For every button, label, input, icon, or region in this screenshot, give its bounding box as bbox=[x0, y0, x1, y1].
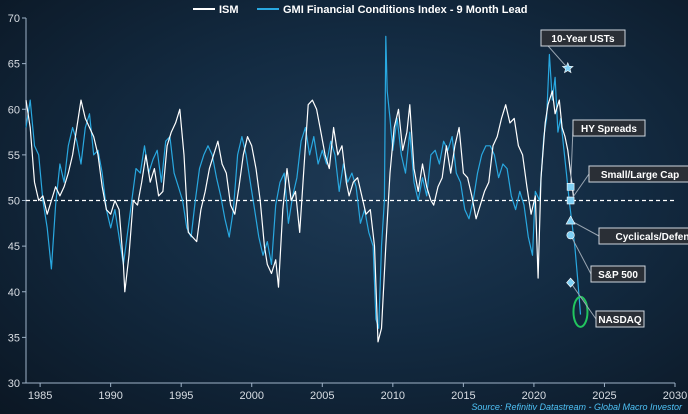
series-ism-line bbox=[25, 90, 574, 343]
y-tick-label: 30 bbox=[8, 378, 20, 390]
x-tick-label: 2015 bbox=[451, 390, 475, 402]
y-tick-label: 40 bbox=[8, 287, 20, 299]
tick-layer: 30 35 40 45 50 55 60 65 70 1985 1990 1995 2000 2005 20… bbox=[8, 13, 687, 402]
annotation-connector bbox=[570, 173, 590, 201]
annotation-4: S&P 500 bbox=[566, 231, 646, 283]
triangle-marker bbox=[565, 215, 576, 225]
annotation-connector bbox=[570, 127, 574, 187]
square-marker bbox=[566, 196, 575, 205]
annotation-label: 10-Year USTs bbox=[551, 34, 615, 45]
annotation-layer: 10-Year USTs HY Spreads Small/Large Cap Cyc… bbox=[540, 29, 688, 328]
annotation-label-box bbox=[595, 310, 645, 328]
y-tick-label: 35 bbox=[8, 332, 20, 344]
annotation-label: Cyclicals/Defensives bbox=[616, 232, 688, 243]
annotation-2: Small/Large Cap bbox=[566, 165, 688, 205]
annotation-3: Cyclicals/Defensives bbox=[565, 215, 688, 245]
x-tick-label: 2005 bbox=[310, 390, 334, 402]
y-tick-label: 55 bbox=[8, 150, 20, 162]
y-tick-label: 65 bbox=[8, 59, 20, 71]
legend-gmi-label: GMI Financial Conditions Index - 9 Month… bbox=[283, 4, 527, 16]
y-tick-label: 70 bbox=[8, 13, 20, 25]
series-gmi-line bbox=[25, 35, 582, 329]
y-tick-label: 45 bbox=[8, 241, 20, 253]
x-tick-label: 2020 bbox=[522, 390, 546, 402]
legend: ISM GMI Financial Conditions Index - 9 M… bbox=[193, 4, 527, 16]
y-tick-label: 60 bbox=[8, 104, 20, 116]
annotation-label-box bbox=[590, 265, 646, 283]
x-tick-label: 1995 bbox=[169, 390, 193, 402]
legend-ism-label: ISM bbox=[219, 4, 239, 16]
x-tick-label: 1985 bbox=[28, 390, 52, 402]
x-tick-label: 1990 bbox=[98, 390, 122, 402]
diamond-marker bbox=[566, 277, 575, 288]
x-tick-label: 2025 bbox=[592, 390, 616, 402]
annotation-connector bbox=[570, 282, 597, 320]
annotation-5: NASDAQ bbox=[566, 277, 645, 328]
annotation-label-box bbox=[588, 165, 688, 183]
series-layer bbox=[25, 35, 582, 343]
square-marker bbox=[566, 183, 575, 191]
annotation-label-box bbox=[572, 119, 646, 137]
annotation-1: HY Spreads bbox=[566, 119, 646, 191]
y-tick-label: 50 bbox=[8, 196, 20, 208]
x-tick-label: 2030 bbox=[663, 390, 687, 402]
circle-marker bbox=[566, 231, 575, 240]
annotation-0: 10-Year USTs bbox=[540, 29, 626, 74]
x-tick-label: 2010 bbox=[381, 390, 405, 402]
star-marker bbox=[561, 61, 574, 74]
annotation-label: S&P 500 bbox=[598, 270, 638, 281]
annotation-connector bbox=[570, 220, 600, 237]
annotation-label: Small/Large Cap bbox=[601, 170, 679, 181]
annotation-label: NASDAQ bbox=[598, 315, 642, 326]
annotation-label-box bbox=[540, 29, 626, 47]
annotation-label: HY Spreads bbox=[581, 124, 637, 135]
source-note: Source: Refinitiv Datastream - Global Ma… bbox=[471, 402, 683, 412]
annotation-label-box bbox=[598, 227, 688, 245]
x-tick-label: 2000 bbox=[239, 390, 263, 402]
annotation-connector bbox=[570, 234, 592, 275]
